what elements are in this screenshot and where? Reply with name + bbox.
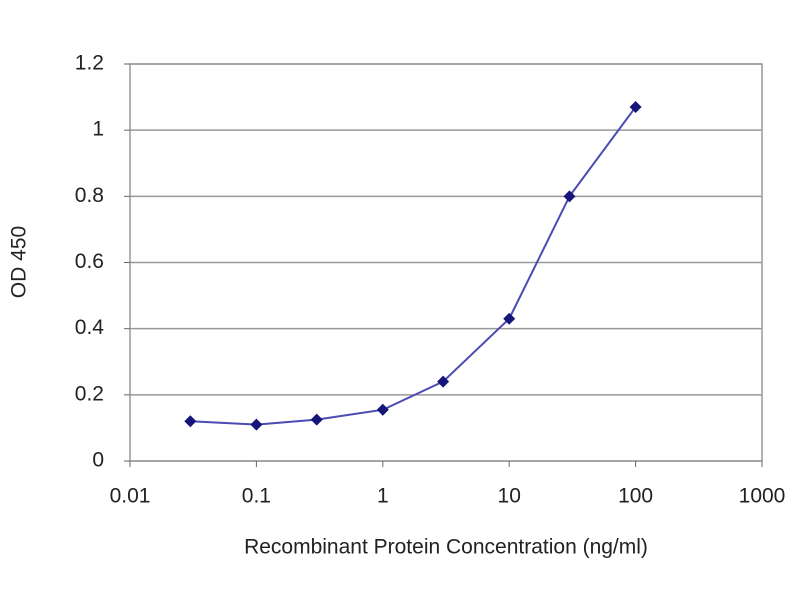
y-tick-label: 0.2 [75,382,104,405]
y-tick-label: 1 [92,118,104,141]
y-tick-label: 0.4 [75,316,105,339]
y-tick-label: 0.8 [75,184,104,207]
x-tick-label: 1000 [739,485,786,508]
y-tick-label: 1.2 [75,52,104,75]
x-tick-label: 1 [377,485,389,508]
data-point [563,190,576,203]
data-line [190,106,637,426]
y-tick-label: 0 [92,449,104,472]
data-point [376,403,389,416]
x-axis-label: Recombinant Protein Concentration (ng/ml… [244,536,648,559]
data-point [629,101,642,114]
x-tick-label: 100 [618,485,653,508]
x-tick-label: 10 [498,485,521,508]
data-point [437,375,450,388]
x-tick-label: 0.01 [110,485,151,508]
x-tick-label: 0.1 [242,485,271,508]
y-axis-label: OD 450 [8,226,31,298]
data-point [250,418,263,431]
data-point [310,413,323,426]
data-point [184,415,197,428]
y-tick-label: 0.6 [75,250,104,273]
data-point [503,312,516,325]
